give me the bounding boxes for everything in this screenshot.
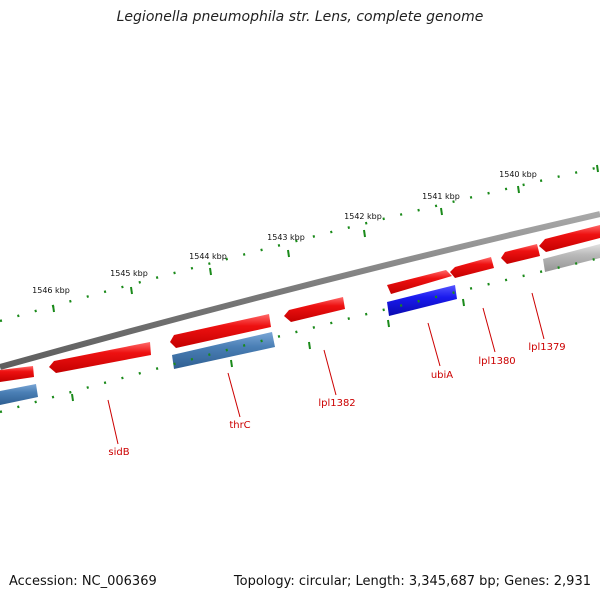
leader-ubiA [427, 322, 441, 367]
major-tick-1543 [287, 249, 290, 258]
kbp-label-1545: 1545 kbp [110, 269, 148, 278]
genome-backbone [0, 211, 600, 370]
major-tick-1545 [130, 286, 133, 295]
accession-text: Accession: NC_006369 [9, 574, 157, 589]
gene-arrow-forward[interactable] [170, 314, 271, 348]
gene-arrow-forward[interactable] [539, 225, 600, 252]
major-tick-1542 [363, 229, 366, 238]
kbp-label-1540: 1540 kbp [499, 170, 537, 179]
kbp-label-1546: 1546 kbp [32, 286, 70, 295]
gene-label-lpl1380[interactable]: lpl1380 [478, 356, 515, 367]
major-tick-1546 [52, 304, 55, 313]
kbp-label-1544: 1544 kbp [189, 252, 227, 261]
leader-lpl1380 [482, 307, 496, 353]
gene-arrow-reverse[interactable] [0, 384, 38, 405]
inner-tick-ring [0, 256, 600, 414]
gene-labels: sidB thrC lpl1382 ubiA lpl1380 lpl1379 [108, 342, 565, 458]
gene-label-lpl1379[interactable]: lpl1379 [528, 342, 565, 353]
gene-arrow-forward[interactable] [0, 366, 34, 382]
gene-arrow-forward[interactable] [284, 297, 345, 322]
gene-label-leaders [107, 292, 545, 445]
gene-label-lpl1382[interactable]: lpl1382 [318, 398, 355, 409]
leader-lpl1382 [323, 349, 337, 396]
gene-label-thrC[interactable]: thrC [229, 420, 250, 431]
inner-major-tick [308, 341, 311, 350]
inner-major-tick [230, 359, 233, 368]
gene-arrow-forward[interactable] [450, 257, 494, 278]
forward-strand-genes [0, 225, 600, 382]
inner-major-tick [387, 319, 390, 328]
gene-arrow-reverse[interactable] [172, 332, 275, 369]
map-title: Legionella pneumophila str. Lens, comple… [116, 9, 484, 25]
gene-arrow-forward[interactable] [501, 244, 540, 264]
gene-arrow-forward[interactable] [387, 270, 452, 294]
kbp-labels: 1546 kbp 1545 kbp 1544 kbp 1543 kbp 1542… [32, 170, 537, 295]
inner-major-tick [71, 393, 74, 402]
gene-arrow-forward[interactable] [49, 342, 151, 373]
leader-sidB [107, 399, 119, 445]
gene-label-ubiA[interactable]: ubiA [431, 370, 453, 381]
kbp-label-1541: 1541 kbp [422, 192, 460, 201]
major-tick-1541 [440, 207, 443, 216]
outer-tick-ring [0, 164, 600, 323]
leader-thrC [227, 372, 241, 418]
gene-arrow-reverse[interactable] [543, 244, 600, 272]
gene-label-sidB[interactable]: sidB [108, 447, 129, 458]
major-tick-1544 [209, 267, 212, 276]
major-tick-edge [596, 164, 599, 173]
genome-summary-text: Topology: circular; Length: 3,345,687 bp… [233, 574, 591, 589]
leader-lpl1379 [531, 292, 545, 340]
inner-tick-ring-path [0, 256, 600, 414]
kbp-label-1543: 1543 kbp [267, 233, 305, 242]
reverse-strand-genes [0, 244, 600, 405]
kbp-label-1542: 1542 kbp [344, 212, 382, 221]
gene-arrow-reverse[interactable] [387, 285, 457, 316]
inner-major-tick [462, 298, 465, 307]
outer-tick-ring-path [0, 165, 600, 323]
major-tick-1540 [517, 185, 520, 194]
